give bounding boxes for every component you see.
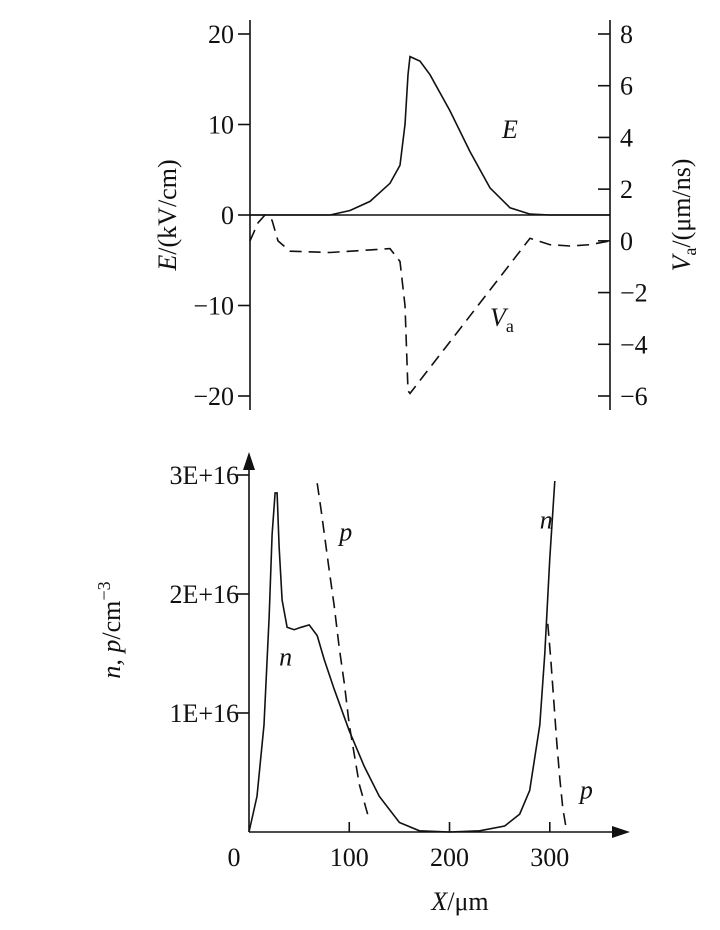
right-axis-label-sub: a <box>680 248 700 256</box>
annotation-label: Va <box>490 303 514 336</box>
y-axis-label-unit: /cm <box>97 601 126 640</box>
annotation-sub: a <box>506 316 514 336</box>
left-tick-label: 0 <box>221 201 234 230</box>
left-tick-label: 10 <box>208 111 234 140</box>
top-chart: −20−1001020−6−4−202468E/(kV/cm)Va/(μm/ns… <box>153 20 700 411</box>
x-tick-label: 300 <box>530 843 569 872</box>
x-tick-label: 200 <box>430 843 469 872</box>
annotation-label: n <box>540 506 553 535</box>
right-tick-label: 4 <box>620 123 633 152</box>
x-tick-label: 0 <box>228 843 241 872</box>
right-tick-label: 6 <box>620 72 633 101</box>
annotation-main: V <box>490 303 509 332</box>
right-axis-label: Va/(μm/ns) <box>667 159 700 272</box>
right-tick-label: −4 <box>620 330 648 359</box>
series-e-line <box>250 55 610 216</box>
annotation-label: n <box>279 642 292 671</box>
right-tick-label: 2 <box>620 175 633 204</box>
y-axis-label: n, p/cm−3 <box>94 581 126 678</box>
right-axis-label-var: V <box>667 252 696 271</box>
bottom-chart: 1E+16 2E+16 3E+16 0 100 200 300 X/μm n, p/cm−3 p n… <box>94 452 630 916</box>
left-axis-label: E/(kV/cm) <box>153 159 182 271</box>
left-axis-label-unit: /(kV/cm) <box>153 159 182 254</box>
right-tick-label: −2 <box>620 279 648 308</box>
series-v-a-line <box>249 213 611 395</box>
x-axis-label-unit: /μm <box>447 887 488 916</box>
right-tick-label: 8 <box>620 20 633 49</box>
annotation-label: E <box>501 115 518 144</box>
y-tick-label: 1E+16 <box>169 699 239 728</box>
x-tick-label: 100 <box>330 843 369 872</box>
y-tick-label: 3E+16 <box>169 461 239 490</box>
y-axis-label-var: n, p <box>97 640 126 679</box>
left-axis-label-var: E <box>153 255 182 272</box>
series-n-line-0 <box>248 480 556 833</box>
right-tick-label: 0 <box>620 227 633 256</box>
x-axis-label: X/μm <box>430 887 488 916</box>
y-axis-arrow <box>243 452 255 470</box>
x-axis-label-var: X <box>430 887 448 916</box>
series-p-line-1 <box>316 483 371 821</box>
annotation-label: p <box>337 517 352 546</box>
y-axis-label-exp: −3 <box>94 581 114 600</box>
right-axis-label-unit: /(μm/ns) <box>667 159 696 248</box>
right-tick-label: −6 <box>620 382 648 411</box>
left-tick-label: 20 <box>208 20 234 49</box>
y-tick-label: 2E+16 <box>169 580 239 609</box>
left-tick-label: −20 <box>193 382 234 411</box>
series-p-line-2 <box>547 623 568 833</box>
left-tick-label: −10 <box>193 292 234 321</box>
annotation-label: p <box>578 776 593 805</box>
annotation-main: E <box>501 115 518 144</box>
x-axis-arrow <box>612 826 630 838</box>
